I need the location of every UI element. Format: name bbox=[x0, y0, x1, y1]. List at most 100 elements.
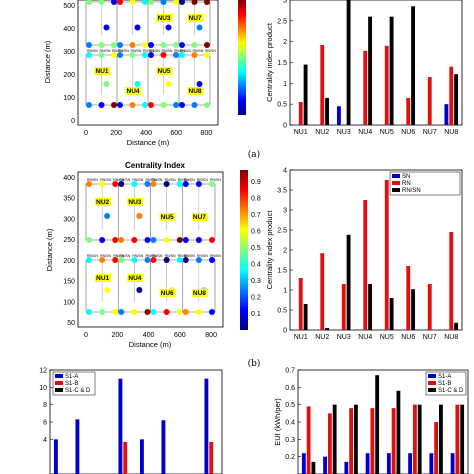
netB-node bbox=[195, 309, 202, 315]
colorbar-b-tick-0.9: 0.9 bbox=[251, 179, 261, 186]
netB-node bbox=[144, 181, 151, 187]
netB-node bbox=[150, 237, 157, 243]
netB-node bbox=[131, 237, 138, 243]
netB-node bbox=[150, 257, 157, 263]
barB-legend-RN: RN bbox=[402, 181, 411, 187]
netA-label-bg bbox=[187, 87, 204, 95]
colorbar-b-tick-0.4: 0.4 bbox=[251, 262, 261, 269]
barB-bar-RN/SN-7 bbox=[454, 322, 459, 330]
netB-node bbox=[99, 257, 106, 263]
barD-bar-S1-A-3 bbox=[365, 453, 370, 474]
netB-label-bg bbox=[159, 213, 176, 221]
barA-bar-series1-7 bbox=[449, 66, 454, 125]
netA-node bbox=[179, 42, 185, 48]
barB-legend-swatch-RN/SN bbox=[392, 188, 400, 192]
barA-xtick-NU4: NU4 bbox=[358, 129, 372, 136]
colorbar-b-tick-0.1: 0.1 bbox=[251, 311, 261, 318]
netB-node-tag: RN/SN bbox=[184, 178, 195, 182]
barD-bar-S1-A-0 bbox=[301, 453, 306, 474]
barD-ytick-0.7: 0.7 bbox=[285, 368, 295, 375]
netA-node-tag: RN/SN bbox=[180, 49, 191, 53]
netB-node bbox=[118, 257, 125, 263]
netB-node-tag: RN/SN bbox=[152, 254, 163, 258]
barD-bar-S1-A-1 bbox=[323, 456, 328, 474]
netB-label-bg bbox=[127, 198, 144, 206]
barB-bar-RN-6 bbox=[427, 284, 432, 330]
barC-bar-S1-A-5 bbox=[161, 420, 166, 474]
netA-node bbox=[117, 102, 123, 108]
netB-node bbox=[176, 181, 183, 187]
netA-node bbox=[142, 0, 148, 5]
netA-node bbox=[111, 52, 117, 58]
network-a-yticks: 500 400 300 200 100 0 bbox=[63, 3, 75, 125]
netB-node-tag: RN/SN bbox=[165, 254, 176, 258]
barD-legend-swatch-S1-A bbox=[428, 374, 436, 378]
netB-node-tag: RN/SN bbox=[184, 254, 195, 258]
colorbar-b bbox=[240, 170, 248, 330]
netA-node bbox=[142, 42, 148, 48]
netA-node bbox=[173, 42, 179, 48]
colorbar-a bbox=[238, 0, 246, 115]
netA-node-tag: RN/SN bbox=[112, 49, 123, 53]
netB-xtick-600: 600 bbox=[174, 332, 186, 339]
netA-node bbox=[191, 102, 198, 108]
netA-node bbox=[129, 0, 136, 5]
netB-node-tag: RN/SN bbox=[165, 178, 176, 182]
network-b-title: Centrality Index bbox=[125, 161, 186, 170]
barC-legend-swatch-S1-B bbox=[55, 381, 63, 385]
barB-ytick-2.5: 2.5 bbox=[277, 228, 287, 235]
netA-node bbox=[129, 52, 136, 58]
netB-node bbox=[144, 257, 151, 263]
netB-label-NU5: NU5 bbox=[161, 214, 174, 221]
netB-label-NU6: NU6 bbox=[161, 290, 174, 297]
barC-bar-S1-A-7 bbox=[204, 378, 209, 474]
barB-legend-swatch-SN bbox=[392, 174, 400, 178]
netA-node bbox=[165, 24, 172, 31]
netA-node bbox=[160, 0, 167, 5]
barA-bar-series2-7 bbox=[454, 74, 459, 125]
colorbar-b-tick-0.7: 0.7 bbox=[251, 212, 261, 219]
netA-node bbox=[86, 0, 92, 5]
netA-node bbox=[117, 0, 123, 5]
network-b-yticks: 400 350 300 250 200 150 100 50 bbox=[63, 175, 75, 327]
barC-legend-swatch-S1-A bbox=[55, 374, 63, 378]
netB-node bbox=[99, 237, 106, 243]
netB-label-NU7: NU7 bbox=[193, 214, 206, 221]
barC-bar-S1-A-3 bbox=[118, 378, 123, 474]
netB-node-tag: RN/SN bbox=[100, 254, 111, 258]
netB-node bbox=[209, 257, 215, 263]
barD-ytick-0.2: 0.2 bbox=[285, 454, 295, 461]
barA-bar-series2-5 bbox=[411, 6, 416, 125]
colorbar-b-ticks: 0.9 0.8 0.7 0.6 0.5 0.4 0.3 0.2 0.1 bbox=[251, 179, 261, 318]
colorbar-b-tick-0.5: 0.5 bbox=[251, 245, 261, 252]
netB-node-tag: RN/SN bbox=[210, 178, 221, 182]
netB-node bbox=[176, 257, 183, 263]
barA-xtick-NU3: NU3 bbox=[337, 129, 351, 136]
barC-bar-S1-A-1 bbox=[75, 419, 80, 474]
netB-node bbox=[182, 237, 189, 243]
netB-node bbox=[118, 309, 125, 315]
barD-bar-S1-B-7 bbox=[455, 404, 460, 474]
barC-ytick-8: 8 bbox=[43, 402, 47, 409]
barD-bar-S1-B-2 bbox=[349, 408, 354, 474]
netA-node bbox=[148, 42, 154, 48]
barC-ytick-12: 12 bbox=[39, 368, 47, 375]
barA-bar-series1-3 bbox=[363, 50, 368, 126]
netB-node bbox=[112, 309, 119, 315]
netB-xtick-0: 0 bbox=[84, 332, 88, 339]
netA-node-tag: RN/SN bbox=[131, 49, 142, 53]
netB-node bbox=[112, 257, 119, 263]
netB-label-bg bbox=[191, 289, 208, 297]
netA-node bbox=[196, 81, 203, 87]
netA-node-tag: RN/SN bbox=[149, 49, 160, 53]
netB-node bbox=[131, 257, 138, 263]
netA-node bbox=[165, 81, 172, 87]
barB-legend-RN/SN: RN/SN bbox=[402, 188, 421, 194]
network-a-xlabel: Distance (m) bbox=[127, 138, 170, 147]
barB-ytick-3.5: 3.5 bbox=[277, 188, 287, 195]
barB-xtick-NU7: NU7 bbox=[423, 334, 437, 341]
netA-label-NU8: NU8 bbox=[189, 88, 202, 95]
netB-node bbox=[195, 257, 202, 263]
barD-bar-S1-B-1 bbox=[327, 413, 332, 474]
barC-bar-S1-B-3 bbox=[123, 441, 128, 474]
